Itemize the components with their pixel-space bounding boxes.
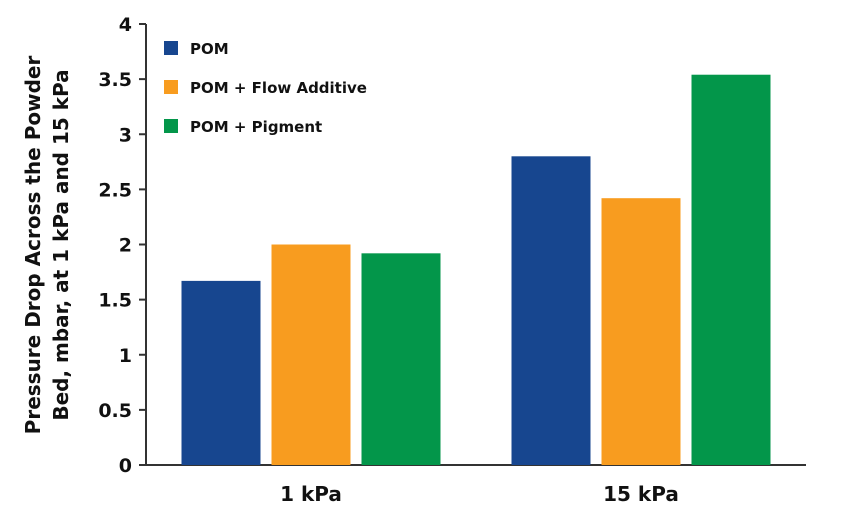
y-tick-label: 0.5 — [98, 400, 132, 422]
bar-pom-0 — [181, 280, 261, 465]
legend-swatch — [164, 41, 178, 55]
legend-label: POM — [190, 40, 229, 58]
y-tick-label: 0 — [119, 455, 132, 477]
legend: POM POM + Flow Additive POM + Pigment — [164, 40, 367, 136]
y-tick-label: 2.5 — [98, 179, 132, 201]
x-axis-ticks: 1 kPa 15 kPa — [280, 482, 679, 506]
legend-swatch — [164, 80, 178, 94]
y-tick-label: 2 — [119, 235, 132, 257]
x-tick-label: 15 kPa — [603, 482, 679, 506]
bar-pom-flow-additive-1 — [601, 198, 681, 465]
y-axis-label-line-2: Bed, mbar, at 1 kPa and 15 kPa — [49, 69, 73, 420]
y-tick-label: 1.5 — [98, 290, 132, 312]
y-tick-label: 3.5 — [98, 69, 132, 91]
y-axis-label: Pressure Drop Across the Powder Bed, mba… — [21, 56, 73, 435]
bar-pom-pigment-1 — [691, 74, 771, 465]
y-axis-ticks: 0 0.5 1 1.5 2 2.5 3 3.5 4 — [98, 14, 146, 477]
legend-label: POM + Flow Additive — [190, 79, 367, 97]
bars — [181, 74, 771, 466]
legend-swatch — [164, 119, 178, 133]
y-tick-label: 4 — [119, 14, 132, 36]
legend-label: POM + Pigment — [190, 118, 322, 136]
x-tick-label: 1 kPa — [280, 482, 342, 506]
bar-pom-pigment-0 — [361, 253, 441, 465]
y-axis-label-line-1: Pressure Drop Across the Powder — [21, 56, 45, 435]
y-tick-label: 3 — [119, 124, 132, 146]
bar-pom-1 — [511, 156, 591, 466]
y-tick-label: 1 — [119, 345, 132, 367]
bar-pom-flow-additive-0 — [271, 244, 351, 465]
